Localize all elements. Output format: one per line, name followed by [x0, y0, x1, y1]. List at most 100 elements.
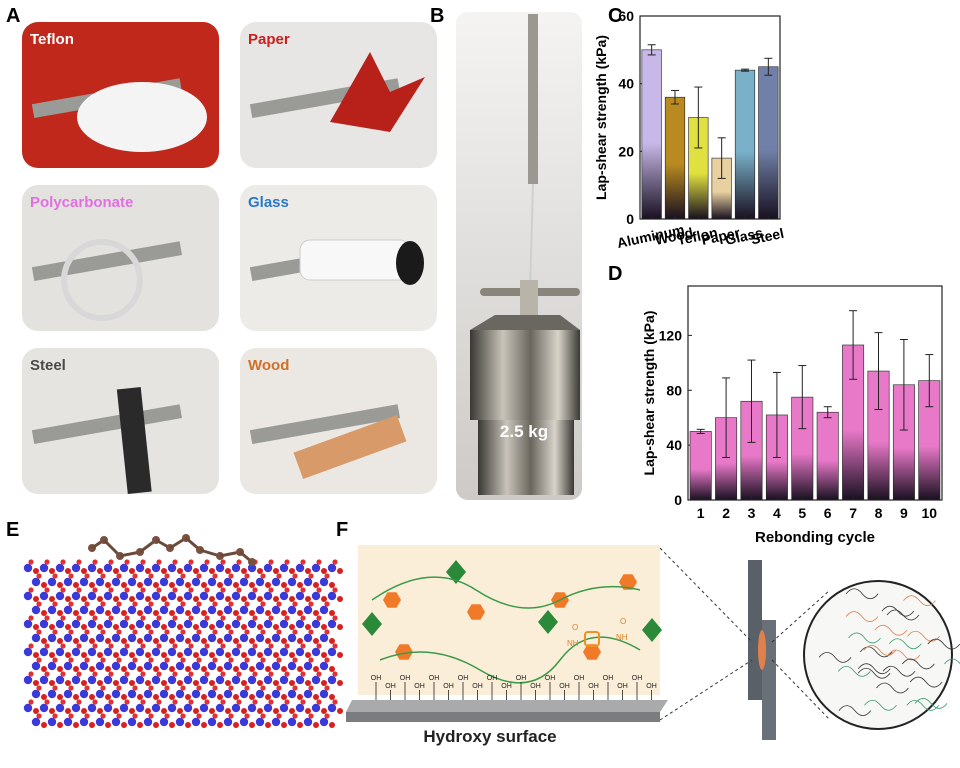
photo: Wood — [240, 348, 437, 494]
error-bar — [798, 365, 807, 430]
hydroxy-group: OH — [574, 675, 585, 682]
y-axis-label: Lap-shear strength (kPa) — [641, 311, 657, 476]
x-tick-label: Glass — [724, 224, 765, 248]
y-tick-label: 60 — [618, 8, 634, 24]
x-tick-label: 4 — [773, 505, 781, 521]
error-bar — [741, 68, 749, 72]
photo-label: Polycarbonate — [30, 194, 133, 211]
bar — [641, 49, 662, 220]
sample — [299, 239, 411, 281]
photo-label: Paper — [248, 31, 290, 48]
sample — [116, 387, 152, 494]
panel-label: B — [430, 5, 444, 27]
hydroxy-group: OH — [617, 683, 628, 690]
plate — [748, 560, 762, 700]
hydroxy-group: OH — [588, 683, 599, 690]
x-tick-label: 9 — [900, 505, 908, 521]
error-bar — [772, 371, 781, 458]
x-tick-label: 2 — [722, 505, 730, 521]
plot-frame — [639, 15, 781, 220]
y-tick-label: 40 — [666, 437, 682, 453]
y-tick-label: 0 — [674, 492, 682, 508]
panel-label: E — [6, 519, 19, 541]
error-bar — [722, 377, 731, 458]
steel-strip — [31, 404, 183, 445]
photo-label: Teflon — [30, 31, 74, 48]
schematic — [346, 545, 668, 722]
x-tick-label: 8 — [875, 505, 883, 521]
surface-label: Hydroxy surface — [423, 727, 556, 746]
hydroxy-group: OH — [472, 683, 483, 690]
sample — [293, 415, 407, 479]
hydroxy-group: OH — [516, 675, 527, 682]
error-bar — [717, 137, 726, 179]
hydroxy-group: OH — [458, 675, 469, 682]
error-bar — [694, 86, 703, 149]
error-bar — [671, 89, 679, 105]
hydroxy-group: OH — [371, 675, 382, 682]
amide-label: O — [620, 617, 626, 626]
error-bar — [823, 406, 832, 419]
error-bar — [899, 339, 908, 431]
y-tick-label: 40 — [618, 76, 634, 92]
photo: Teflon — [22, 22, 219, 168]
bar — [758, 66, 779, 220]
panel-label: D — [608, 263, 622, 285]
error-bar — [925, 354, 934, 408]
y-axis-label: Lap-shear strength (kPa) — [593, 35, 609, 200]
hydroxy-group: OH — [530, 683, 541, 690]
error-bar — [874, 332, 883, 410]
y-tick-label: 120 — [659, 327, 683, 343]
x-axis-label: Rebonding cycle — [755, 529, 875, 546]
hydroxy-group: OH — [545, 675, 556, 682]
photo: Polycarbonate — [22, 185, 219, 331]
bar — [734, 69, 756, 220]
bar — [689, 431, 712, 501]
network — [818, 588, 960, 717]
error-bar — [747, 359, 756, 443]
bar — [816, 411, 839, 501]
error-bar — [764, 57, 773, 76]
panel-label: C — [608, 5, 622, 27]
error-bar — [696, 428, 705, 434]
hydroxy-group: OH — [487, 675, 498, 682]
photo-label: Wood — [248, 357, 289, 374]
amide-label: O — [572, 623, 578, 632]
error-bar — [647, 44, 656, 56]
panel-label: A — [6, 5, 20, 27]
weight-label: 2.5 kg — [500, 422, 548, 441]
y-tick-label: 0 — [626, 211, 634, 227]
x-tick-label: 6 — [824, 505, 832, 521]
error-bar — [849, 310, 858, 380]
adhesive — [758, 630, 766, 670]
panel-label: F — [336, 519, 348, 541]
photo-label: Glass — [248, 194, 289, 211]
weight-photo — [456, 12, 582, 500]
x-tick-label: Steel — [749, 225, 785, 248]
sample — [77, 82, 207, 152]
steel-strip — [31, 241, 183, 282]
lattice — [23, 559, 343, 728]
bar — [664, 96, 686, 220]
x-tick-label: 10 — [922, 505, 938, 521]
hydroxy-group: OH — [603, 675, 614, 682]
hydroxy-group: OH — [501, 683, 512, 690]
y-tick-label: 80 — [666, 382, 682, 398]
hydroxy-group: OH — [632, 675, 643, 682]
steel-strip — [249, 404, 401, 445]
hydroxy-group: OH — [443, 683, 454, 690]
hydroxy-group: OH — [559, 683, 570, 690]
magnified-view — [803, 580, 953, 730]
hydroxy-group: OH — [429, 675, 440, 682]
hydroxy-group: OH — [414, 683, 425, 690]
x-tick-label: Wood — [653, 224, 694, 248]
molecule — [88, 534, 256, 566]
y-tick-label: 20 — [618, 143, 634, 159]
amide-label: NH — [567, 639, 579, 648]
x-tick-label: 3 — [748, 505, 756, 521]
x-tick-label: 5 — [798, 505, 806, 521]
sample — [330, 52, 425, 132]
amide-label: NH — [616, 633, 628, 642]
x-tick-label: 1 — [697, 505, 705, 521]
